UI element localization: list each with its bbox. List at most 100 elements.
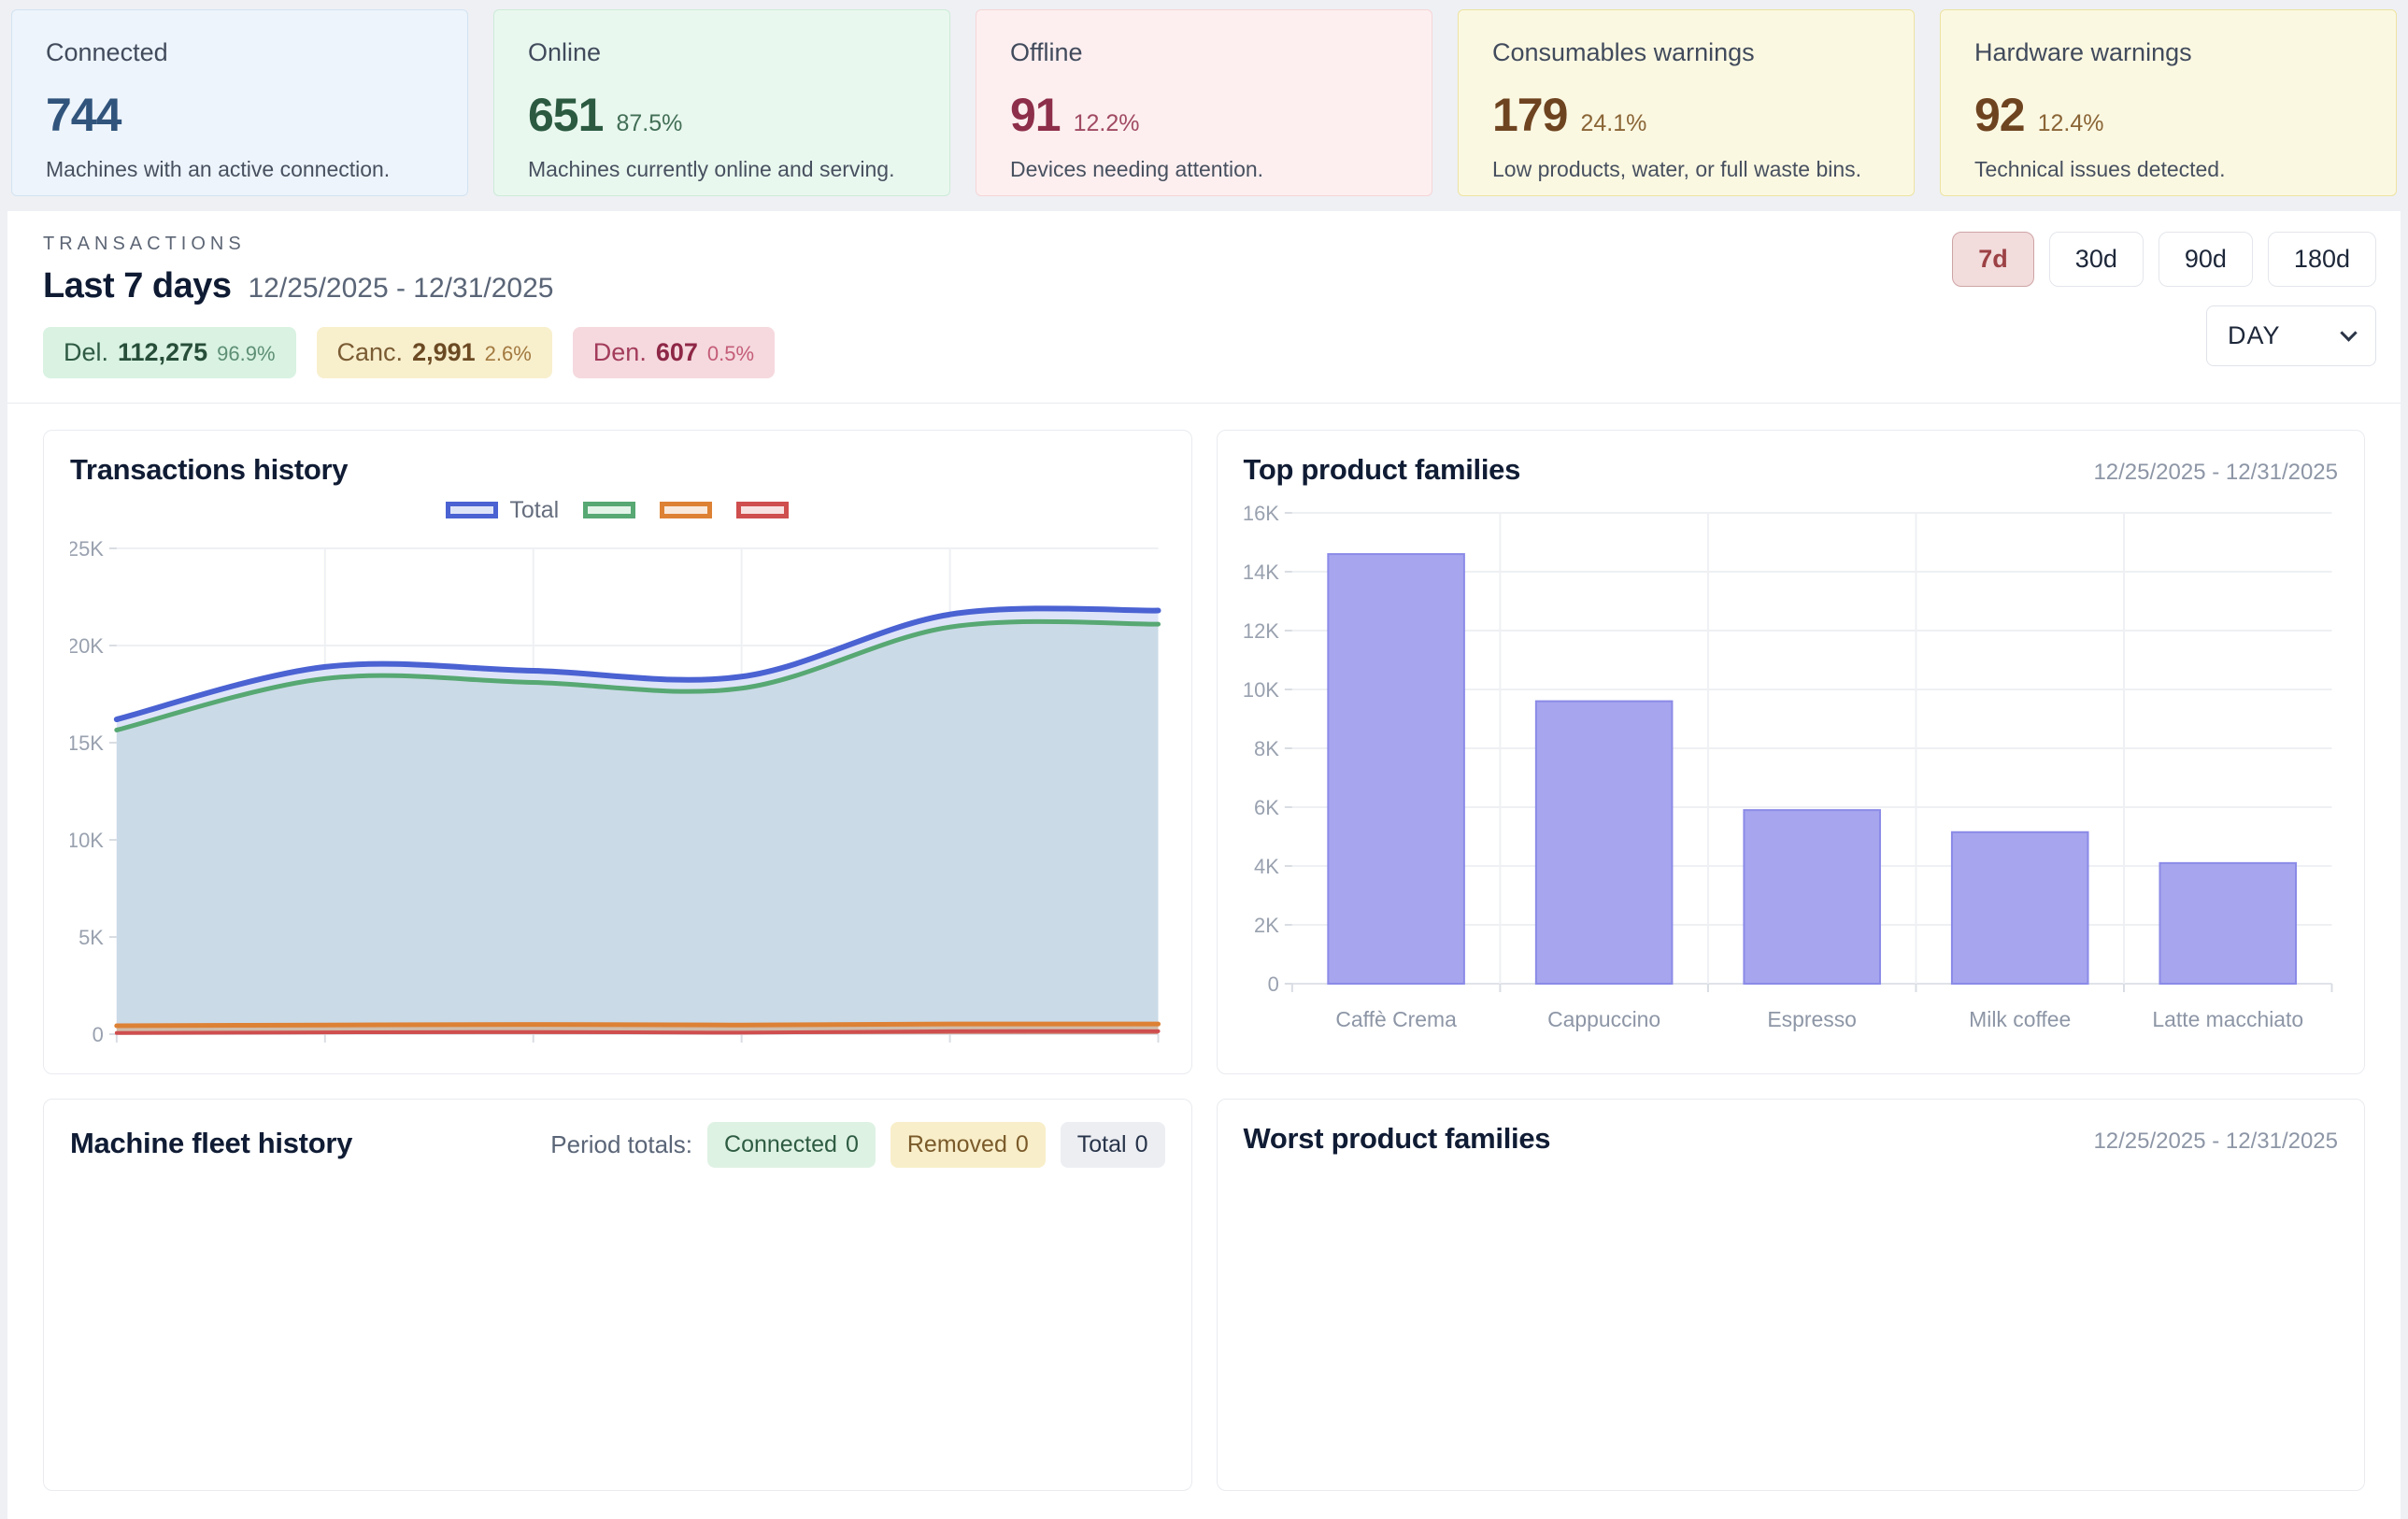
svg-text:Cappuccino: Cappuccino: [1547, 1007, 1660, 1031]
svg-text:6K: 6K: [1254, 796, 1279, 819]
period-totals: Period totals: Connected 0 Removed 0 Tot…: [550, 1122, 1165, 1168]
legend-item[interactable]: [583, 502, 636, 518]
svg-text:0: 0: [93, 1023, 104, 1046]
svg-text:10K: 10K: [70, 829, 104, 852]
stat-card-connected: Connected 744 Machines with an active co…: [11, 9, 468, 196]
stat-value: 651: [528, 89, 604, 141]
svg-text:8K: 8K: [1254, 737, 1279, 760]
transactions-header: TRANSACTIONS Last 7 days 12/25/2025 - 12…: [7, 211, 2401, 404]
top-product-families-chart[interactable]: 0 2K 4K 6K 8K 10K 12K 14K 16K Caffè Crema Cappucci…: [1242, 498, 2339, 1058]
svg-text:5K: 5K: [78, 926, 104, 949]
charts-grid: Transactions history Total 0 5K 10K 15K 20K 2…: [7, 404, 2401, 1517]
stat-description: Devices needing attention.: [1010, 157, 1264, 181]
stat-card-hardware-warnings: Hardware warnings 92 12.4% Technical iss…: [1940, 9, 2397, 196]
range-button-7d[interactable]: 7d: [1952, 232, 2034, 287]
chart-date-range: 12/25/2025 - 12/31/2025: [2093, 1129, 2338, 1154]
svg-text:Espresso: Espresso: [1767, 1007, 1857, 1031]
section-eyebrow: TRANSACTIONS: [43, 234, 246, 254]
stat-label: Online: [528, 38, 602, 66]
badge-label: Den.: [592, 338, 647, 366]
legend-item[interactable]: [736, 502, 790, 518]
stat-percent: 12.4%: [2037, 110, 2104, 136]
stat-value: 744: [46, 89, 121, 141]
svg-text:15K: 15K: [70, 731, 104, 755]
fleet-status-cards: Connected 744 Machines with an active co…: [0, 0, 2408, 196]
stat-value: 92: [1974, 89, 2026, 141]
svg-text:10K: 10K: [1244, 678, 1279, 702]
badge-percent: 0.5%: [706, 342, 755, 365]
chart-title: Transactions history: [70, 453, 349, 486]
date-range: 12/25/2025 - 12/31/2025: [248, 273, 554, 304]
badge-label: Del.: [64, 338, 109, 366]
svg-text:4K: 4K: [1254, 855, 1279, 878]
stat-label: Connected: [46, 38, 168, 66]
time-range-buttons: 7d 30d 90d 180d: [1952, 232, 2376, 287]
legend-swatch: [660, 502, 713, 518]
pill-label: Connected: [724, 1131, 837, 1157]
denied-badge: Den. 607 0.5%: [572, 327, 776, 378]
badge-value: 2,991: [412, 338, 476, 366]
chart-title: Worst product families: [1243, 1122, 1551, 1155]
chart-title: Machine fleet history: [70, 1127, 353, 1159]
delivered-badge: Del. 112,275 96.9%: [43, 327, 296, 378]
transactions-history-chart[interactable]: 0 5K 10K 15K 20K 25K: [67, 532, 1165, 1059]
pill-value: 0: [1015, 1131, 1029, 1157]
stat-description: Machines with an active connection.: [46, 157, 391, 181]
cancelled-badge: Canc. 2,991 2.6%: [316, 327, 552, 378]
stat-card-online: Online 651 87.5% Machines currently onli…: [493, 9, 950, 196]
svg-text:20K: 20K: [70, 634, 104, 658]
removed-total-pill: Removed 0: [890, 1122, 1046, 1168]
badge-value: 607: [655, 338, 698, 366]
legend-swatch: [446, 502, 499, 518]
top-product-families-card: Top product families 12/25/2025 - 12/31/…: [1216, 430, 2365, 1074]
granularity-select[interactable]: DAY: [2206, 305, 2376, 366]
svg-text:12K: 12K: [1244, 619, 1279, 643]
chart-date-range: 12/25/2025 - 12/31/2025: [2093, 460, 2338, 485]
svg-text:14K: 14K: [1244, 561, 1279, 584]
stat-description: Machines currently online and serving.: [528, 157, 895, 181]
badge-percent: 2.6%: [484, 342, 532, 365]
stat-value: 91: [1010, 89, 1062, 141]
legend-label: Total: [509, 496, 560, 523]
stat-label: Offline: [1010, 38, 1083, 66]
chart-legend: Total: [70, 494, 1165, 526]
transactions-panel: TRANSACTIONS Last 7 days 12/25/2025 - 12…: [7, 211, 2401, 1519]
svg-text:16K: 16K: [1244, 502, 1279, 525]
range-button-30d[interactable]: 30d: [2048, 232, 2144, 287]
connected-total-pill: Connected 0: [707, 1122, 876, 1168]
pill-label: Removed: [906, 1131, 1007, 1157]
svg-text:Caffè Crema: Caffè Crema: [1335, 1007, 1457, 1031]
stat-card-consumables-warnings: Consumables warnings 179 24.1% Low produ…: [1458, 9, 1915, 196]
transaction-totals: Del. 112,275 96.9% Canc. 2,991 2.6% Den.…: [43, 327, 2365, 378]
legend-item[interactable]: [660, 502, 713, 518]
svg-text:Latte macchiato: Latte macchiato: [2152, 1007, 2303, 1031]
badge-value: 112,275: [118, 338, 208, 366]
stat-card-offline: Offline 91 12.2% Devices needing attenti…: [976, 9, 1432, 196]
range-button-180d[interactable]: 180d: [2267, 232, 2376, 287]
pill-value: 0: [845, 1131, 859, 1157]
pill-label: Total: [1076, 1131, 1127, 1157]
period-totals-label: Period totals:: [550, 1130, 693, 1158]
range-button-90d[interactable]: 90d: [2158, 232, 2253, 287]
worst-product-families-card: Worst product families 12/25/2025 - 12/3…: [1216, 1099, 2365, 1491]
stat-value: 179: [1492, 89, 1568, 141]
badge-percent: 96.9%: [217, 342, 276, 365]
stat-label: Hardware warnings: [1974, 38, 2192, 66]
badge-label: Canc.: [336, 338, 404, 366]
machine-fleet-history-card: Machine fleet history Period totals: Con…: [43, 1099, 1192, 1491]
pill-value: 0: [1134, 1131, 1148, 1157]
stat-label: Consumables warnings: [1492, 38, 1755, 66]
page-title: Last 7 days: [43, 266, 232, 305]
chevron-down-icon: [2340, 324, 2358, 342]
stat-description: Technical issues detected.: [1974, 157, 2226, 181]
chart-title: Top product families: [1243, 453, 1521, 486]
svg-text:0: 0: [1267, 972, 1278, 996]
granularity-value: DAY: [2228, 321, 2281, 349]
legend-item-total[interactable]: Total: [446, 497, 559, 524]
stat-percent: 12.2%: [1073, 110, 1140, 136]
legend-swatch: [736, 502, 790, 518]
legend-swatch: [583, 502, 636, 518]
stat-percent: 87.5%: [616, 110, 683, 136]
total-pill: Total 0: [1060, 1122, 1165, 1168]
stat-percent: 24.1%: [1580, 110, 1647, 136]
